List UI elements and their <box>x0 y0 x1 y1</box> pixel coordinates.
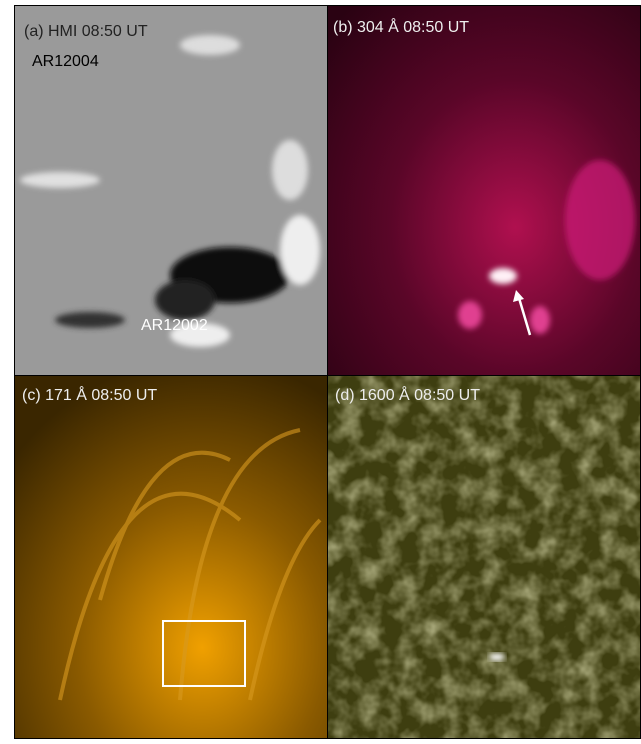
panel-label: (b) 304 Å 08:50 UT <box>333 17 469 36</box>
panel-label: (d) 1600 Å 08:50 UT <box>335 385 480 404</box>
annotation: AR12002 <box>141 317 208 334</box>
figure: (a) HMI 08:50 UT AR12004 AR12002 (b) 304… <box>0 0 641 739</box>
panel-label: (c) 171 Å 08:50 UT <box>22 385 157 404</box>
chromosphere-network <box>328 376 640 738</box>
panel-label: (a) HMI 08:50 UT <box>24 23 148 40</box>
annotation: AR12004 <box>32 53 99 70</box>
brightening <box>489 653 505 661</box>
